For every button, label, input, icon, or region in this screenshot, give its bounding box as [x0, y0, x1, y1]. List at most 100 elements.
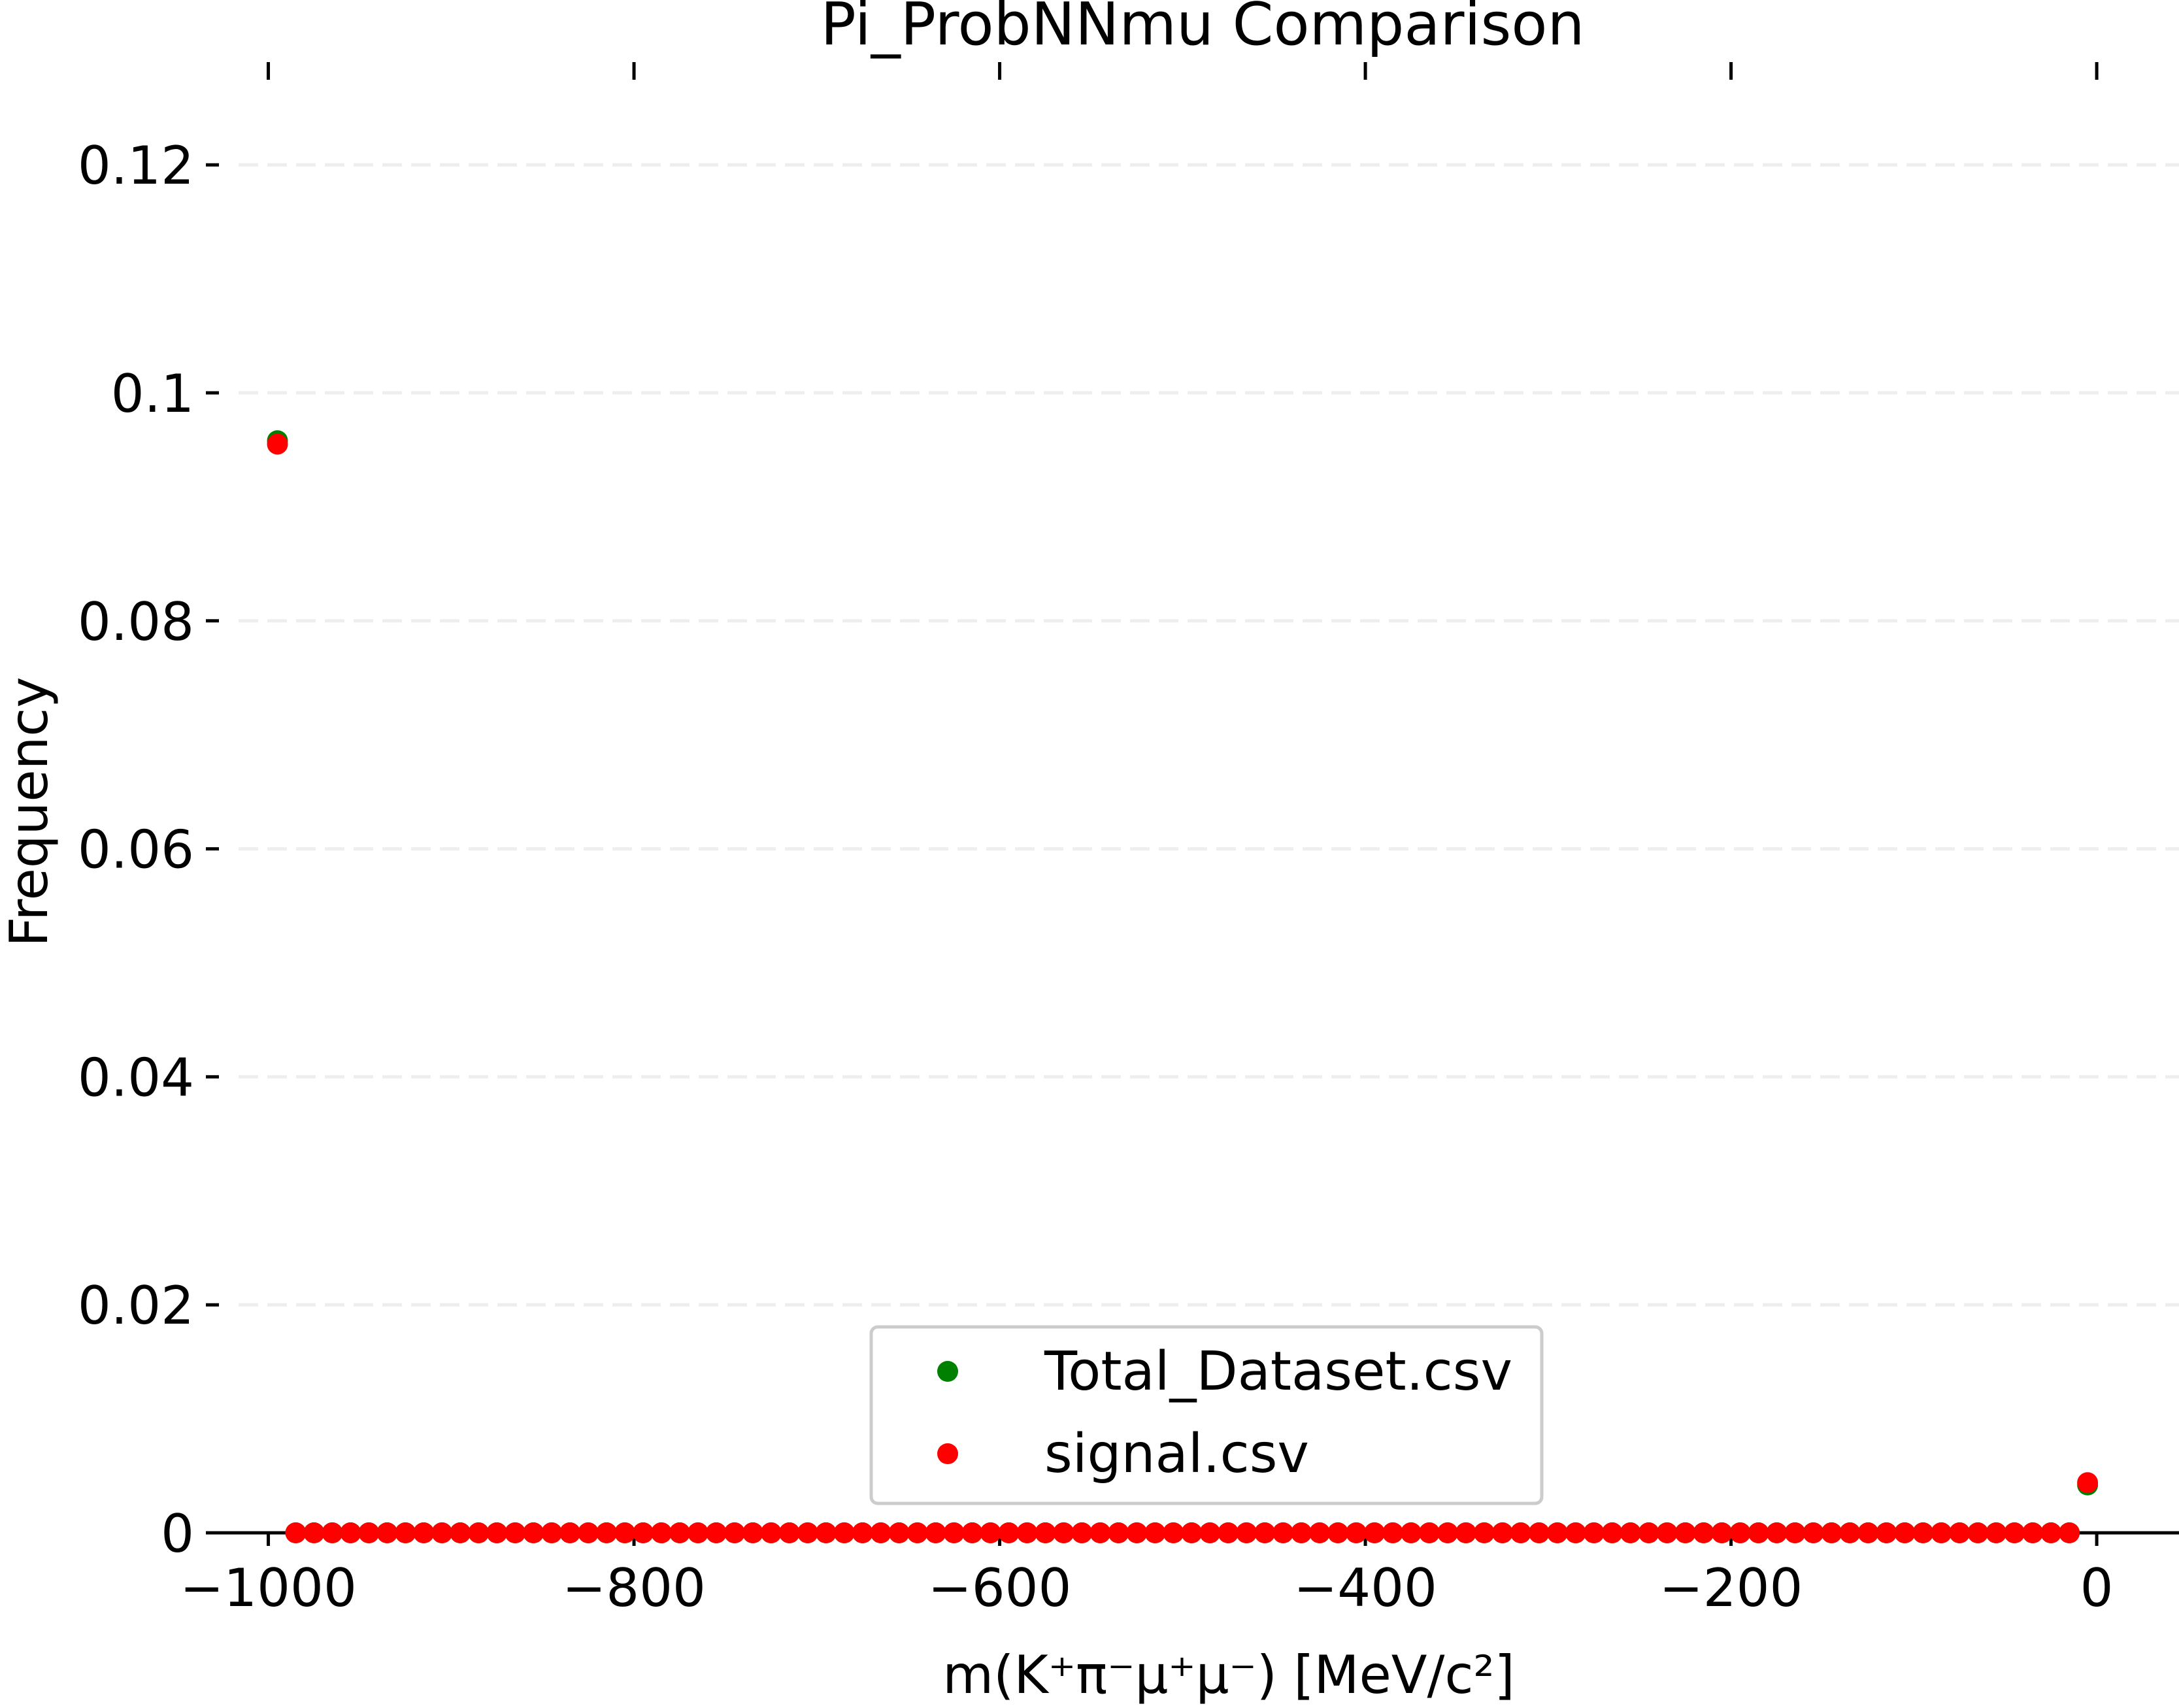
data-point [724, 1522, 745, 1543]
data-point [1382, 1522, 1404, 1543]
data-point [1163, 1522, 1184, 1543]
y-tick-label: 0.02 [78, 1275, 194, 1336]
x-tick-label: −600 [928, 1558, 1072, 1618]
chart-title: Pi_ProbNNmu Comparison [820, 0, 1584, 59]
data-point [340, 1522, 361, 1543]
data-point [1491, 1522, 1513, 1543]
data-point [888, 1522, 910, 1543]
legend-label-signal: signal.csv [1044, 1423, 1309, 1485]
data-point [1711, 1522, 1733, 1543]
data-point [1583, 1522, 1605, 1543]
data-point [1236, 1522, 1257, 1543]
data-point [1748, 1522, 1769, 1543]
legend-marker-signal [937, 1443, 958, 1464]
data-points [267, 430, 2099, 1543]
data-point [1272, 1522, 1294, 1543]
data-point [1876, 1522, 1897, 1543]
data-point [322, 1522, 343, 1543]
data-point [358, 1522, 380, 1543]
data-point [1620, 1522, 1641, 1543]
y-tick-label: 0.06 [78, 820, 194, 880]
data-point [1455, 1522, 1476, 1543]
data-point [1967, 1522, 1989, 1543]
data-point [1218, 1522, 1239, 1543]
data-point [651, 1522, 673, 1543]
data-point [2077, 1472, 2099, 1494]
data-point [1090, 1522, 1111, 1543]
data-point [852, 1522, 873, 1543]
data-point [1931, 1522, 1952, 1543]
y-tick-label: 0.08 [78, 592, 194, 652]
data-point [742, 1522, 763, 1543]
x-tick-label: −400 [1293, 1558, 1437, 1618]
legend: Total_Dataset.csv signal.csv [869, 1325, 1544, 1505]
data-point [1912, 1522, 1934, 1543]
data-point [468, 1522, 490, 1543]
x-tick-label: −800 [562, 1558, 706, 1618]
data-point [1254, 1522, 1276, 1543]
data-point [1857, 1522, 1879, 1543]
data-point [1364, 1522, 1386, 1543]
data-point [1291, 1522, 1312, 1543]
data-point [1821, 1522, 1842, 1543]
data-point [1546, 1522, 1568, 1543]
data-point [1693, 1522, 1714, 1543]
data-point [1729, 1522, 1751, 1543]
data-point [925, 1522, 946, 1543]
data-point [2022, 1522, 2044, 1543]
data-point [815, 1522, 837, 1543]
y-tick-label: 0 [161, 1503, 194, 1564]
y-tick-label: 0.04 [78, 1047, 194, 1108]
data-point [961, 1522, 983, 1543]
data-point [778, 1522, 800, 1543]
data-point [1418, 1522, 1440, 1543]
data-point [943, 1522, 965, 1543]
data-point [1053, 1522, 1074, 1543]
data-point [833, 1522, 855, 1543]
data-point [1986, 1522, 2007, 1543]
data-point [1309, 1522, 1331, 1543]
data-point [2040, 1522, 2062, 1543]
data-point [669, 1522, 690, 1543]
data-point [541, 1522, 563, 1543]
data-point [578, 1522, 599, 1543]
data-point [980, 1522, 1001, 1543]
data-point [1346, 1522, 1367, 1543]
y-tick-label: 0.1 [111, 363, 194, 424]
data-point [1437, 1522, 1458, 1543]
data-point [1327, 1522, 1349, 1543]
legend-marker-total [937, 1361, 958, 1382]
data-point [2004, 1522, 2025, 1543]
data-point [285, 1522, 307, 1543]
data-point [450, 1522, 471, 1543]
y-tick-label: 0.12 [78, 135, 194, 196]
data-point [1016, 1522, 1038, 1543]
data-point [1565, 1522, 1586, 1543]
data-point [797, 1522, 818, 1543]
data-point [1144, 1522, 1166, 1543]
data-point [1510, 1522, 1531, 1543]
data-point [1766, 1522, 1788, 1543]
data-point [1126, 1522, 1148, 1543]
data-point [1181, 1522, 1203, 1543]
legend-box [869, 1325, 1544, 1505]
x-tick-label: −200 [1659, 1558, 1803, 1618]
data-point [267, 433, 288, 455]
x-tick-label: −1000 [180, 1558, 357, 1618]
data-point [1071, 1522, 1093, 1543]
y-axis: 0 0.02 0.04 0.06 0.08 0.1 0.12 [78, 135, 219, 1564]
data-point [1199, 1522, 1221, 1543]
data-point [1638, 1522, 1659, 1543]
data-point [1803, 1522, 1824, 1543]
data-point [614, 1522, 636, 1543]
data-point [1839, 1522, 1861, 1543]
data-point [1656, 1522, 1678, 1543]
data-point [376, 1522, 398, 1543]
data-point [486, 1522, 508, 1543]
data-point [633, 1522, 654, 1543]
data-point [907, 1522, 928, 1543]
data-point [413, 1522, 435, 1543]
data-point [303, 1522, 325, 1543]
y-axis-label: Frequency [0, 677, 59, 946]
